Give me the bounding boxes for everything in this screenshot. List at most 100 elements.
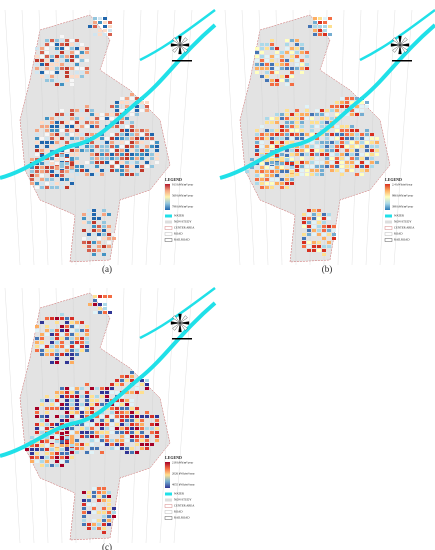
- city-block: [155, 423, 159, 426]
- city-block: [340, 153, 344, 156]
- city-block: [60, 83, 64, 86]
- city-block: [320, 169, 324, 172]
- city-block: [295, 161, 299, 164]
- city-block: [75, 415, 79, 418]
- city-block: [140, 149, 144, 152]
- city-block: [105, 153, 109, 156]
- city-block: [35, 67, 39, 70]
- city-block: [97, 499, 101, 502]
- city-block: [40, 448, 44, 451]
- city-block: [305, 153, 309, 156]
- city-block: [340, 137, 344, 140]
- city-block: [55, 460, 59, 463]
- city-block: [93, 311, 97, 314]
- city-block: [140, 415, 144, 418]
- city-block: [315, 125, 319, 128]
- city-block: [335, 129, 339, 132]
- city-block: [120, 423, 124, 426]
- city-block: [300, 149, 304, 152]
- city-block: [255, 178, 259, 181]
- city-block: [135, 109, 139, 112]
- city-block: [125, 113, 129, 116]
- city-block: [265, 170, 269, 173]
- city-block: [305, 145, 309, 148]
- city-block: [110, 149, 114, 152]
- city-block: [65, 39, 69, 42]
- city-block: [45, 39, 49, 42]
- city-block: [60, 432, 64, 435]
- city-block: [285, 149, 289, 152]
- city-block: [330, 169, 334, 172]
- city-block: [275, 162, 279, 165]
- city-block: [65, 345, 69, 348]
- city-block: [50, 125, 54, 128]
- city-block: [85, 337, 89, 340]
- city-block: [255, 149, 259, 152]
- city-block: [107, 507, 111, 510]
- city-block: [280, 113, 284, 116]
- city-block: [100, 415, 104, 418]
- city-block: [332, 233, 336, 236]
- city-block: [328, 33, 332, 36]
- city-block: [375, 137, 379, 140]
- city-block: [340, 101, 344, 104]
- city-block: [87, 237, 91, 240]
- city-block: [295, 165, 299, 168]
- city-block: [145, 379, 149, 382]
- city-block: [65, 361, 69, 364]
- city-block: [270, 158, 274, 161]
- city-block: [60, 337, 64, 340]
- city-block: [30, 448, 34, 451]
- city-block: [327, 245, 331, 248]
- city-block: [315, 165, 319, 168]
- city-block: [108, 29, 112, 32]
- city-block: [120, 411, 124, 414]
- city-block: [265, 149, 269, 152]
- city-block: [70, 444, 74, 447]
- city-block: [130, 427, 134, 430]
- city-block: [55, 166, 59, 169]
- city-block: [45, 444, 49, 447]
- city-block: [275, 121, 279, 124]
- legend-color-ramp: [165, 184, 170, 210]
- road: [21, 9, 35, 266]
- city-block: [115, 109, 119, 112]
- city-block: [75, 337, 79, 340]
- legend-swatch: [384, 238, 393, 242]
- city-block: [135, 105, 139, 108]
- city-block: [82, 245, 86, 248]
- city-block: [322, 221, 326, 224]
- city-block: [87, 233, 91, 236]
- city-block: [360, 101, 364, 104]
- city-block: [330, 117, 334, 120]
- city-block: [345, 161, 349, 164]
- city-block: [120, 173, 124, 176]
- city-block: [35, 427, 39, 430]
- legend-swatch: [165, 214, 172, 218]
- city-block: [150, 423, 154, 426]
- city-block: [115, 391, 119, 394]
- city-block: [310, 129, 314, 132]
- city-block: [290, 166, 294, 169]
- city-block: [290, 162, 294, 165]
- city-block: [305, 105, 309, 108]
- city-block: [45, 349, 49, 352]
- north-arrow-ray: [179, 44, 188, 53]
- city-block: [92, 233, 96, 236]
- city-block: [60, 113, 64, 116]
- city-block: [92, 213, 96, 216]
- legend-swatch: [384, 232, 393, 236]
- north-arrow-ray: [179, 321, 190, 325]
- city-block: [105, 137, 109, 140]
- city-block: [105, 113, 109, 116]
- city-block: [275, 158, 279, 161]
- city-block: [305, 113, 309, 116]
- city-block: [50, 329, 54, 332]
- city-block: [120, 149, 124, 152]
- city-block: [275, 141, 279, 144]
- city-block: [155, 439, 159, 442]
- city-block: [70, 337, 74, 340]
- north-arrow-ray: [178, 322, 182, 333]
- city-block: [97, 487, 101, 490]
- city-block: [93, 303, 97, 306]
